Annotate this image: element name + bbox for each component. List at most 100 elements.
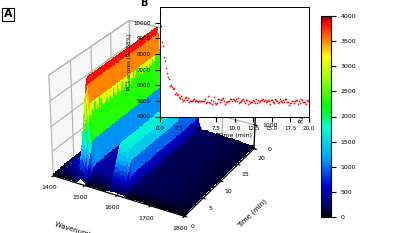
X-axis label: Time (min): Time (min) (218, 133, 251, 138)
Point (175, 92, 182, 96)
Point (285, 100, 291, 104)
Point (196, 99, 203, 103)
Point (166, 77, 172, 81)
Point (246, 99, 252, 103)
Point (214, 101, 221, 105)
Point (290, 99, 296, 103)
Point (268, 99, 274, 102)
Point (206, 101, 213, 104)
Point (190, 98, 196, 102)
Point (271, 101, 277, 105)
Point (293, 98, 299, 102)
Point (297, 101, 303, 105)
Point (262, 99, 268, 102)
Point (259, 98, 265, 102)
Point (276, 100, 282, 104)
Point (194, 99, 200, 103)
Point (171, 86, 178, 90)
Point (286, 103, 292, 107)
Point (289, 99, 295, 103)
Point (249, 100, 255, 104)
Point (191, 98, 197, 101)
Point (244, 98, 250, 102)
Point (298, 98, 304, 101)
Point (231, 98, 237, 102)
Point (203, 101, 209, 104)
Point (224, 100, 230, 103)
Point (232, 99, 238, 103)
Point (227, 97, 233, 101)
Point (229, 99, 235, 103)
Point (230, 97, 236, 101)
Point (242, 101, 248, 105)
Point (302, 100, 308, 103)
Point (163, 66, 170, 70)
Point (176, 95, 182, 99)
Point (184, 98, 190, 101)
Point (306, 97, 312, 101)
Point (195, 100, 201, 104)
Point (172, 92, 178, 96)
Point (225, 99, 231, 103)
Point (250, 98, 256, 101)
Point (299, 98, 305, 102)
Point (248, 100, 254, 104)
Point (234, 99, 240, 103)
Point (254, 101, 260, 105)
Point (253, 98, 259, 101)
Point (288, 101, 294, 105)
Point (264, 99, 270, 103)
Point (213, 102, 219, 106)
Point (263, 100, 269, 103)
Point (233, 98, 239, 101)
Point (258, 98, 264, 102)
Point (282, 97, 288, 100)
Point (161, 55, 168, 59)
Point (216, 97, 223, 101)
Point (185, 96, 192, 100)
Point (173, 91, 180, 95)
Point (267, 102, 273, 106)
Point (266, 99, 272, 103)
Point (199, 99, 205, 103)
Point (169, 85, 176, 89)
Point (279, 98, 286, 102)
Point (281, 100, 287, 104)
Y-axis label: Time (min): Time (min) (237, 198, 268, 229)
Point (283, 97, 289, 101)
Point (217, 100, 223, 103)
Point (198, 99, 205, 103)
Point (187, 99, 193, 103)
Point (238, 99, 244, 103)
Point (222, 103, 228, 106)
Point (235, 96, 241, 99)
Point (182, 96, 188, 100)
Point (304, 99, 310, 102)
Point (303, 103, 309, 106)
Point (251, 99, 257, 103)
Point (218, 98, 224, 102)
Point (204, 100, 211, 104)
Point (181, 98, 188, 102)
Point (274, 99, 280, 103)
Point (159, 40, 166, 43)
Point (272, 97, 278, 100)
Point (205, 95, 211, 98)
Point (226, 99, 232, 103)
Point (294, 98, 300, 102)
Point (305, 99, 311, 103)
Point (243, 98, 249, 101)
Point (212, 101, 219, 105)
Point (157, 11, 164, 15)
Point (160, 45, 166, 48)
Point (174, 94, 180, 97)
Point (223, 100, 229, 104)
Point (158, 24, 164, 28)
Point (186, 100, 192, 104)
Point (237, 100, 243, 103)
Point (207, 101, 213, 105)
Point (170, 87, 176, 91)
Point (291, 101, 297, 105)
Point (269, 98, 275, 102)
Point (180, 99, 186, 103)
